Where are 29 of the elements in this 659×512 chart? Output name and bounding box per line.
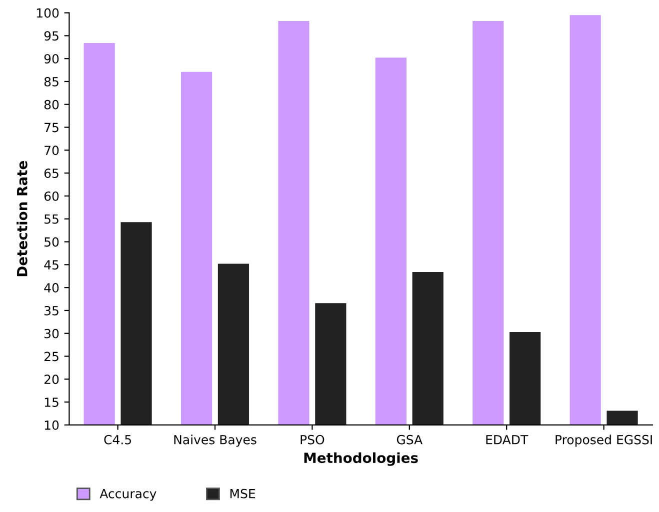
y-tick-label: 50 [44, 237, 59, 247]
x-tick-label: GSA [396, 434, 423, 444]
y-tick-label: 95 [44, 31, 58, 41]
y-tick-label: 45 [44, 260, 58, 270]
y-tick-label: 55 [44, 214, 58, 224]
x-tick-label: EDADT [486, 435, 528, 444]
y-tick-label: 100 [36, 8, 59, 18]
y-tick-label: 85 [44, 76, 58, 86]
legend-label: Accuracy [100, 489, 156, 501]
legend-label: MSE [230, 488, 256, 498]
y-tick-label: 60 [44, 191, 59, 201]
y-tick-label: 35 [44, 306, 58, 316]
x-tick-label: C4.5 [104, 434, 132, 444]
y-tick-label: 20 [44, 374, 59, 384]
x-tick-label: Proposed EGSSI [556, 434, 652, 447]
x-tick-label: PSO [300, 434, 324, 444]
y-tick-label: 65 [44, 168, 58, 178]
y-tick-label: 30 [44, 328, 59, 338]
y-tick-label: 15 [44, 398, 58, 407]
y-tick-label: 10 [44, 420, 59, 430]
y-tick-label: 90 [44, 54, 59, 64]
y-tick-label: 70 [44, 146, 59, 156]
y-tick-label: 40 [44, 283, 59, 292]
x-tick-label: Naives Bayes [174, 434, 256, 447]
y-tick-label: 80 [44, 100, 59, 110]
x-axis-title: Methodologies [304, 452, 418, 466]
y-tick-label: 25 [44, 352, 58, 362]
y-tick-label: 75 [44, 122, 58, 132]
y-axis-title: Detection Rate [16, 161, 28, 276]
